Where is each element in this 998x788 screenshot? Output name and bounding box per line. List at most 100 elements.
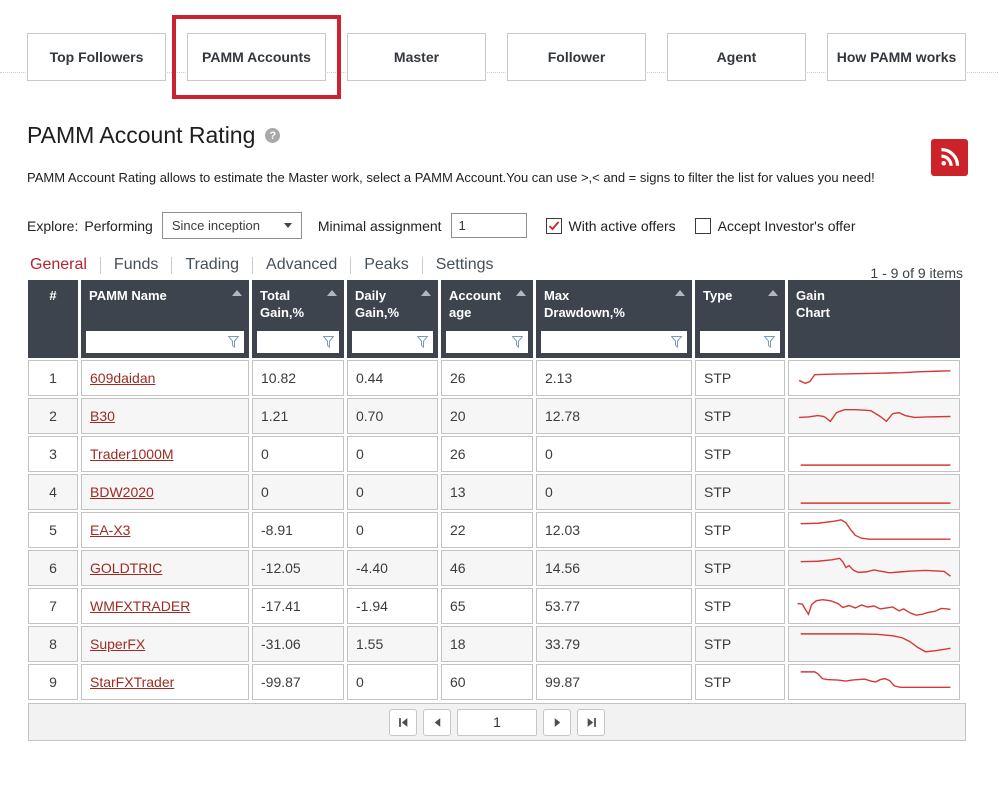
- pamm-account-link[interactable]: 609daidan: [90, 370, 156, 386]
- filter-funnel-icon[interactable]: [323, 336, 334, 348]
- nav-button-wrap: Agent: [667, 33, 806, 81]
- cell-account-age: 20: [441, 398, 533, 434]
- help-icon[interactable]: ?: [265, 128, 281, 143]
- column-filter-input-max_drawdown[interactable]: [541, 331, 671, 353]
- cell-pamm-name: GOLDTRIC: [81, 550, 249, 586]
- cell-total-gain: -12.05: [252, 550, 344, 586]
- pamm-account-link[interactable]: EA-X3: [90, 522, 131, 538]
- top-nav-section: Top Followers PAMM Accounts Master Follo…: [0, 0, 998, 114]
- offer-filters: With active offers Accept Investor's off…: [527, 217, 855, 234]
- filter-funnel-icon[interactable]: [228, 336, 239, 348]
- column-header-daily_gain[interactable]: Daily Gain,%: [347, 280, 438, 358]
- tab-advanced[interactable]: Advanced: [266, 256, 338, 273]
- nav-button-agent[interactable]: Agent: [667, 33, 806, 81]
- cell-pamm-name: EA-X3: [81, 512, 249, 548]
- page-number-input[interactable]: [457, 708, 537, 736]
- cell-total-gain: -8.91: [252, 512, 344, 548]
- column-filter-input-total_gain[interactable]: [257, 331, 323, 353]
- tab-general[interactable]: General: [30, 256, 87, 273]
- cell-account-age: 60: [441, 664, 533, 700]
- pamm-account-link[interactable]: StarFXTrader: [90, 674, 175, 690]
- table-row: 2 B30 1.21 0.70 20 12.78 STP: [28, 398, 960, 434]
- filter-funnel-icon[interactable]: [512, 336, 523, 348]
- tab-settings[interactable]: Settings: [435, 256, 494, 273]
- cell-gain-chart: [788, 398, 960, 434]
- column-title-line2: Gain,%: [260, 305, 305, 320]
- sort-asc-icon[interactable]: [516, 290, 526, 296]
- checkbox-accept-investor-s-offer[interactable]: [694, 217, 711, 234]
- column-header-name[interactable]: PAMM Name: [81, 280, 249, 358]
- pamm-account-link[interactable]: Trader1000M: [90, 446, 174, 462]
- items-count: 1 - 9 of 9 items: [870, 265, 963, 281]
- cell-type: STP: [695, 436, 785, 472]
- cell-row-number: 7: [28, 588, 78, 624]
- pamm-account-link[interactable]: SuperFX: [90, 636, 146, 652]
- gain-sparkline: [796, 592, 952, 621]
- column-filter-input-account_age[interactable]: [446, 331, 512, 353]
- table-row: 1 609daidan 10.82 0.44 26 2.13 STP: [28, 360, 960, 396]
- cell-type: STP: [695, 474, 785, 510]
- last-page-button[interactable]: [577, 708, 605, 736]
- first-page-button[interactable]: [389, 708, 417, 736]
- pamm-account-link[interactable]: BDW2020: [90, 484, 154, 500]
- cell-gain-chart: [788, 626, 960, 662]
- nav-button-top-followers[interactable]: Top Followers: [27, 33, 166, 81]
- column-title: Daily: [355, 288, 387, 303]
- column-title: Account: [449, 288, 501, 303]
- minimal-assignment-input[interactable]: [450, 213, 527, 238]
- column-header-max_drawdown[interactable]: Max Drawdown,%: [536, 280, 692, 358]
- nav-button-master[interactable]: Master: [347, 33, 486, 81]
- sort-asc-icon[interactable]: [327, 290, 337, 296]
- next-page-button[interactable]: [543, 708, 571, 736]
- cell-type: STP: [695, 360, 785, 396]
- nav-button-wrap: Follower: [507, 33, 646, 81]
- column-header-total_gain[interactable]: Total Gain,%: [252, 280, 344, 358]
- prev-page-button[interactable]: [423, 708, 451, 736]
- gain-sparkline: [796, 364, 952, 393]
- cell-account-age: 26: [441, 436, 533, 472]
- last-page-icon: [587, 717, 596, 727]
- nav-button-follower[interactable]: Follower: [507, 33, 646, 81]
- table-row: 6 GOLDTRIC -12.05 -4.40 46 14.56 STP: [28, 550, 960, 586]
- column-header-type[interactable]: Type: [695, 280, 785, 358]
- tab-trading[interactable]: Trading: [185, 256, 240, 273]
- tab-peaks[interactable]: Peaks: [364, 256, 409, 273]
- nav-button-how-pamm-works[interactable]: How PAMM works: [827, 33, 966, 81]
- filter-funnel-icon[interactable]: [417, 336, 428, 348]
- column-filter-input-daily_gain[interactable]: [352, 331, 417, 353]
- rating-tabs: General Funds Trading Advanced Peaks Settings…: [30, 256, 963, 281]
- sort-asc-icon[interactable]: [675, 290, 685, 296]
- pamm-rating-table: # PAMM Name Total Gain,% Daily Gain,% Account a…: [25, 278, 963, 702]
- cell-type: STP: [695, 626, 785, 662]
- cell-type: STP: [695, 512, 785, 548]
- pamm-account-link[interactable]: GOLDTRIC: [90, 560, 163, 576]
- gain-sparkline: [796, 516, 952, 545]
- cell-gain-chart: [788, 436, 960, 472]
- filter-funnel-icon[interactable]: [671, 336, 682, 348]
- tab-funds[interactable]: Funds: [113, 256, 159, 273]
- cell-account-age: 22: [441, 512, 533, 548]
- column-header-account_age[interactable]: Account age: [441, 280, 533, 358]
- column-filter-input-name[interactable]: [86, 331, 228, 353]
- cell-gain-chart: [788, 664, 960, 700]
- nav-button-pamm-accounts[interactable]: PAMM Accounts: [187, 33, 326, 81]
- column-title-line2: Drawdown,%: [544, 305, 625, 320]
- rss-icon[interactable]: [931, 139, 968, 176]
- cell-gain-chart: [788, 360, 960, 396]
- pamm-account-link[interactable]: B30: [90, 408, 115, 424]
- column-filter-input-type[interactable]: [700, 331, 764, 353]
- nav-button-label: How PAMM works: [836, 49, 957, 65]
- cell-daily-gain: -4.40: [347, 550, 438, 586]
- cell-type: STP: [695, 664, 785, 700]
- sort-asc-icon[interactable]: [232, 290, 242, 296]
- cell-max-drawdown: 0: [536, 436, 692, 472]
- period-select[interactable]: Since inception: [161, 212, 302, 239]
- pamm-account-link[interactable]: WMFXTRADER: [90, 598, 191, 614]
- cell-max-drawdown: 0: [536, 474, 692, 510]
- sort-asc-icon[interactable]: [768, 290, 778, 296]
- checkbox-with-active-offers[interactable]: [545, 217, 562, 234]
- filter-funnel-icon[interactable]: [764, 336, 775, 348]
- prev-page-icon: [434, 717, 440, 727]
- sort-asc-icon[interactable]: [421, 290, 431, 296]
- cell-daily-gain: 1.55: [347, 626, 438, 662]
